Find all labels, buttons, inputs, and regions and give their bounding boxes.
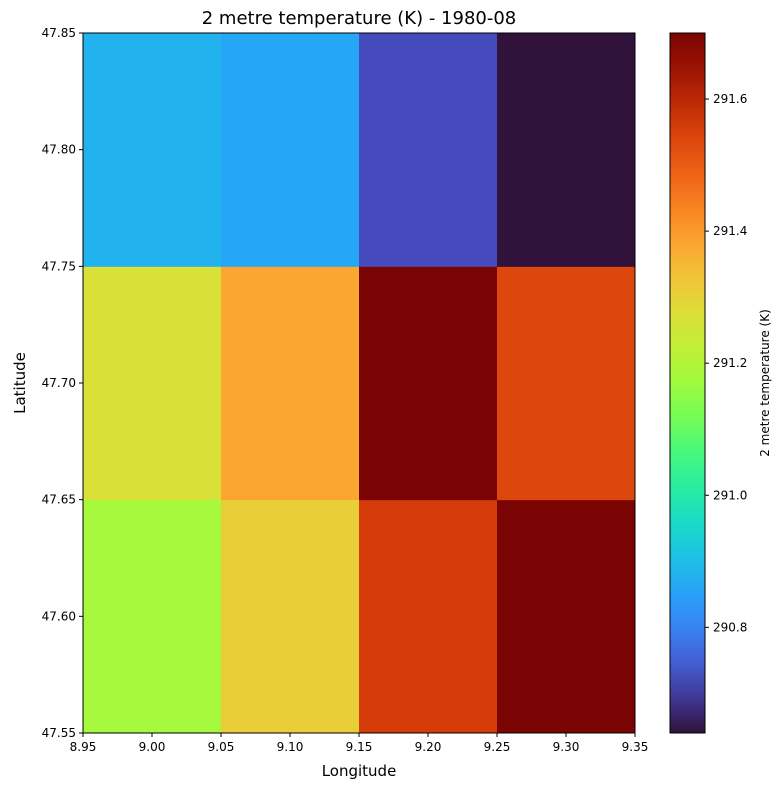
y-tick-label: 47.70 [42,376,76,390]
y-axis: 47.55 47.60 47.65 47.70 47.75 47.80 47.85 [42,26,83,740]
x-tick-label: 9.05 [208,740,235,754]
colorbar-tick-label: 291.6 [713,92,747,106]
x-tick-label: 9.35 [622,740,649,754]
x-tick-label: 9.00 [139,740,166,754]
y-tick-label: 47.80 [42,143,76,157]
y-tick-label: 47.55 [42,726,76,740]
colorbar-label: 2 metre temperature (K) [758,309,772,457]
y-tick-label: 47.65 [42,493,76,507]
x-tick-label: 9.25 [484,740,511,754]
heatmap-cell [359,33,498,267]
x-tick-label: 8.95 [70,740,97,754]
colorbar-tick-label: 291.0 [713,488,747,502]
heatmap-cell [359,499,498,734]
colorbar-tick-label: 291.4 [713,224,747,238]
heatmap-cell [221,33,360,267]
heatmap-cell [83,33,222,267]
x-tick-label: 9.20 [415,740,442,754]
y-tick-label: 47.60 [42,609,76,623]
chart-title: 2 metre temperature (K) - 1980-08 [202,8,517,29]
heatmap-cell [221,499,360,734]
heatmap-cell [497,33,636,267]
heatmap-cells [83,33,636,734]
heatmap-cell [497,499,636,734]
y-tick-label: 47.75 [42,259,76,273]
x-tick-label: 9.10 [277,740,304,754]
y-axis-label: Latitude [11,352,29,414]
x-tick-label: 9.15 [346,740,373,754]
heatmap-cell [359,266,498,501]
colorbar-tick-label: 291.2 [713,356,747,370]
x-axis: 8.95 9.00 9.05 9.10 9.15 9.20 9.25 9.30 9.35 [70,733,649,754]
x-tick-label: 9.30 [553,740,580,754]
colorbar [669,32,706,734]
heatmap-cell [83,499,222,734]
y-tick-label: 47.85 [42,26,76,40]
x-axis-label: Longitude [322,762,397,780]
colorbar-tick-label: 290.8 [713,620,747,634]
heatmap-cell [83,266,222,501]
heatmap-cell [221,266,360,501]
colorbar-axis: 290.8 291.0 291.2 291.4 291.6 [705,92,747,634]
heatmap-cell [497,266,636,501]
